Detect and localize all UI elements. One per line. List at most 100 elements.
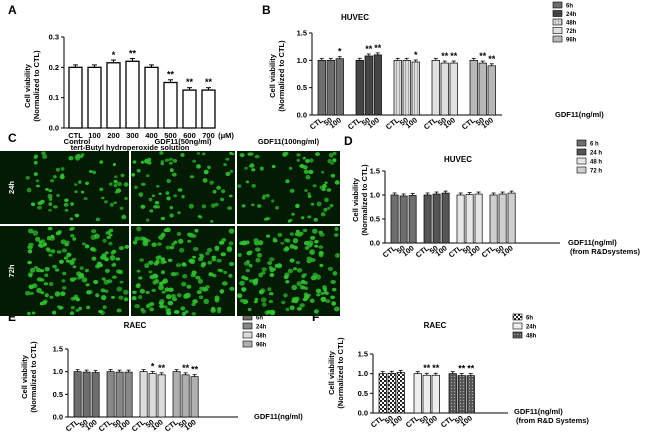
b-ytick-label: 1.0 (297, 56, 307, 65)
e-ytick-label: 1.0 (53, 367, 63, 376)
a-xtick-label: 600 (183, 131, 196, 140)
a-bar (201, 89, 216, 129)
d-bar (489, 194, 498, 244)
b-ytick-label: 1.5 (297, 29, 307, 38)
d-ytick-label: 0.0 (370, 239, 380, 248)
b-legend-label: 48h (566, 21, 577, 27)
d-xtick-label: CTL (447, 243, 464, 259)
b-legend-swatch (552, 18, 563, 26)
b-ytick-label: 0.0 (297, 111, 307, 120)
e-bar (172, 371, 181, 418)
b-bar (393, 59, 402, 116)
b-significance: ** (441, 51, 449, 61)
d-bar (423, 194, 432, 244)
d-legend-swatch (576, 166, 587, 174)
f-title: RAEC (424, 321, 447, 330)
a-xtick-label: 400 (145, 131, 158, 140)
b-ytick-label: 0.5 (297, 83, 307, 92)
b-legend-swatch (552, 10, 563, 17)
f-ylabel: Cell viability(Normalized to CTL) (327, 337, 345, 409)
d-legend-swatch (576, 157, 587, 165)
micrograph-column-label: GDF11(100ng/ml) (258, 137, 320, 146)
d-legend-label: 48 h (590, 160, 602, 166)
f-bar (378, 373, 387, 414)
b-bar (411, 61, 420, 116)
b-bar (431, 59, 440, 116)
f-significance: ** (467, 364, 475, 374)
d-bar (507, 192, 516, 244)
e-ytick-label: 0.0 (53, 413, 63, 422)
a-unit-label: (μM) (218, 131, 234, 140)
micrograph-cells (131, 151, 235, 223)
a-xtick-label: 200 (107, 131, 120, 140)
a-significance: ** (167, 70, 175, 80)
d-xtick-label: CTL (381, 243, 398, 259)
b-bar (317, 59, 326, 116)
f-significance: ** (423, 363, 431, 373)
micrograph-cells (25, 151, 129, 222)
chart-panel-f: F RAEC 0.0 0.5 1.0 1.5 Cell viability(Normaliz… (312, 310, 589, 430)
chart-panel-a: A 0.0 0.1 0.2 0.3 Cell viability(Normalized t… (8, 3, 234, 152)
b-legend-label: 24h (566, 12, 577, 18)
panel-label-e: E (8, 310, 16, 324)
b-xtick-label: CTL (460, 115, 477, 131)
f-bar (422, 374, 431, 414)
d-legend-swatch (576, 148, 587, 156)
e-legend-label: 96h (256, 343, 267, 349)
d-legend-swatch (576, 139, 587, 147)
b-significance: * (414, 50, 418, 60)
b-bar (402, 59, 411, 116)
micrograph-cells (131, 226, 235, 316)
f-bar (387, 372, 396, 414)
e-xtick-label: CTL (97, 417, 114, 433)
d-xlabel2: (from R&Dsystems) (570, 247, 641, 256)
micrograph-panel-c: C Control GDF11(50ng/ml) GDF11(100ng/ml) 24h… (0, 131, 340, 316)
b-bar (326, 59, 335, 116)
micrograph-column-label: GDF11(50ng/ml) (154, 137, 212, 146)
f-xtick-label: CTL (439, 413, 456, 429)
f-significance: ** (432, 363, 440, 373)
a-significance: ** (186, 77, 194, 87)
b-bar (487, 65, 496, 116)
b-legend-label: 6h (566, 4, 573, 10)
e-bar (73, 371, 82, 418)
b-xtick-label: CTL (346, 115, 363, 131)
f-legend-swatch (512, 322, 523, 330)
b-ylabel: Cell viability(Normalized to CTL) (268, 40, 286, 112)
a-bar (106, 62, 121, 129)
e-bar (124, 371, 133, 418)
a-significance: ** (205, 77, 213, 87)
micrograph-cells (24, 226, 130, 316)
d-ytick-label: 1.5 (370, 167, 380, 176)
a-ytick-label: 0.1 (49, 93, 59, 102)
f-ytick-label: 1.5 (358, 350, 368, 359)
b-significance: ** (365, 44, 373, 54)
d-ytick-label: 1.0 (370, 191, 380, 200)
e-ylabel: Cell viability(Normalized to CTL) (20, 341, 38, 413)
d-bar (474, 193, 483, 244)
a-significance: * (112, 50, 116, 60)
e-bar (106, 371, 115, 418)
a-bar (182, 89, 197, 129)
e-ytick-label: 0.5 (53, 390, 63, 399)
e-bar (139, 371, 148, 418)
a-xtick-label: 300 (126, 131, 139, 140)
e-legend-swatch (242, 322, 253, 330)
d-legend-label: 72 h (590, 169, 602, 175)
e-significance: ** (191, 365, 199, 375)
e-legend-swatch (242, 340, 253, 348)
b-legend-label: 72h (566, 29, 577, 35)
chart-panel-b: B HUVEC 0.0 0.5 1.0 1.5 Cell viability(Normali… (262, 1, 604, 132)
a-bar (87, 66, 102, 129)
b-xtick-label: CTL (422, 115, 439, 131)
f-ytick-label: 0.5 (358, 389, 368, 398)
a-bar (125, 60, 140, 129)
d-ytick-label: 0.5 (370, 215, 380, 224)
f-bar (457, 375, 466, 414)
e-xtick-label: CTL (163, 417, 180, 433)
b-xlabel: GDF11(ng/ml) (555, 110, 604, 119)
b-bar (469, 59, 478, 116)
b-bar (440, 62, 449, 116)
